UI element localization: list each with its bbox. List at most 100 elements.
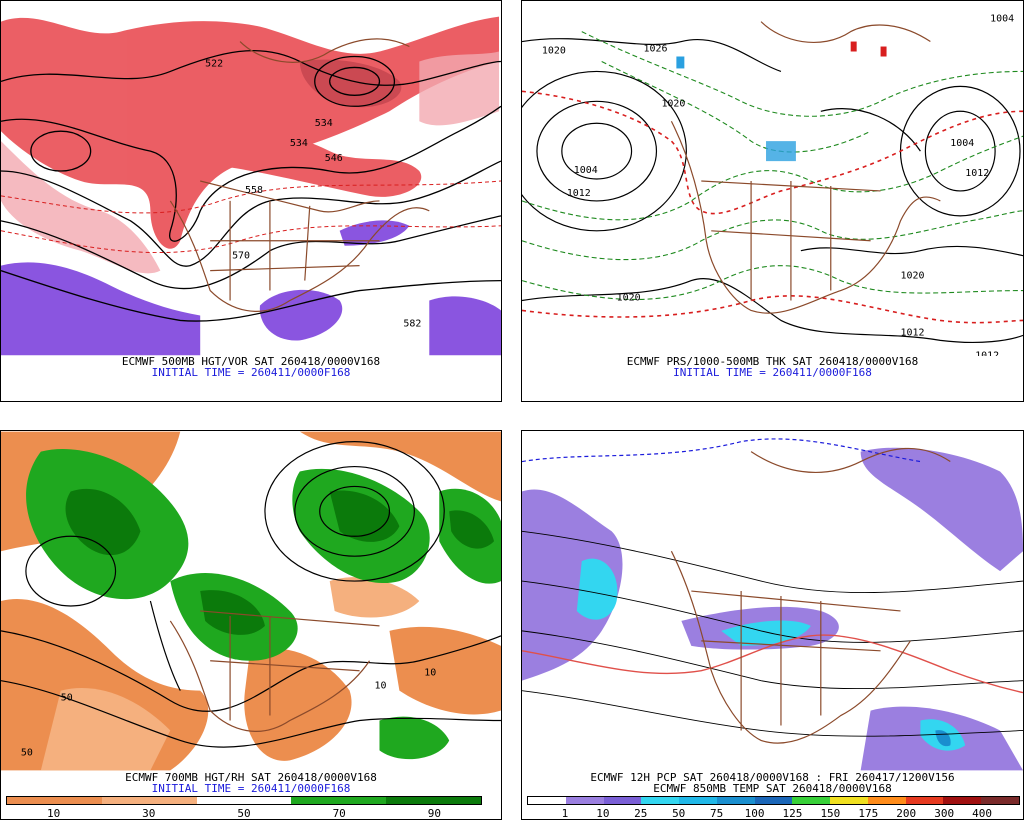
contour-label: 534 xyxy=(290,138,308,149)
isobar-label: 1004 xyxy=(574,165,598,176)
colorbar-tick-label: 10 xyxy=(596,807,610,820)
cold-contours xyxy=(522,438,921,463)
svg-text:50: 50 xyxy=(21,747,33,758)
colorbar-swatch xyxy=(54,797,102,804)
contour-label: 522 xyxy=(205,58,223,69)
rh-labels: 50 10 10 50 xyxy=(21,668,436,759)
colorbar-swatch xyxy=(830,797,868,804)
precip-map xyxy=(522,431,1023,771)
initial-time: INITIAL TIME = 260411/0000F168 xyxy=(151,782,351,795)
initial-time: INITIAL TIME = 260411/0000F168 xyxy=(673,366,872,379)
contour-label: 546 xyxy=(325,153,343,164)
colorbar-tick-label: 400 xyxy=(972,807,992,820)
colorbar-swatch xyxy=(338,797,387,804)
panel-title: ECMWF PRS/1000-500MB THK SAT 260418/0000… xyxy=(626,355,919,368)
contour-label: 570 xyxy=(232,251,250,262)
vorticity-map: 522 534 546 558 570 582 534 xyxy=(1,1,501,356)
colorbar-swatch xyxy=(433,797,482,804)
contour-label: 558 xyxy=(245,185,263,196)
svg-text:10: 10 xyxy=(375,681,387,692)
contour-label: 534 xyxy=(315,118,333,129)
colorbar-swatch xyxy=(7,797,55,804)
colorbar-tick-label: 70 xyxy=(332,807,346,820)
isobar-label: 1004 xyxy=(950,138,974,149)
svg-text:50: 50 xyxy=(61,693,73,704)
panel-700mb-height-rh: 50 10 10 50 ECMWF 700MB HGT/RH SAT 26041… xyxy=(0,430,502,820)
freezing-line xyxy=(522,634,1023,694)
low-pressure-markers xyxy=(850,41,887,57)
isobar-label: 1012 xyxy=(900,327,924,338)
colorbar-swatch xyxy=(716,797,755,804)
isobar-label: 1020 xyxy=(542,45,566,56)
isobar-labels: 1020 1026 1004 1012 1020 1020 1012 1004 … xyxy=(542,14,1014,356)
panel-500mb-height-vorticity: 522 534 546 558 570 582 534 ECMWF 500MB … xyxy=(0,0,502,402)
pressure-map: 1020 1026 1004 1012 1020 1020 1012 1004 … xyxy=(522,1,1023,356)
panel-subtitle: ECMWF 850MB TEMP SAT 260418/0000V168 xyxy=(653,782,892,795)
colorbar-tick-label: 25 xyxy=(634,807,648,820)
colorbar-swatch xyxy=(386,797,434,804)
thickness-lines xyxy=(522,31,1023,300)
colorbar-swatch xyxy=(754,797,793,804)
temp-contours xyxy=(522,530,1023,737)
colorbar-swatch xyxy=(641,797,680,804)
isobars xyxy=(522,38,1023,344)
panel-title: ECMWF 12H PCP SAT 260418/0000V168 : FRI … xyxy=(590,771,955,784)
initial-time: INITIAL TIME = 260411/0000F168 xyxy=(151,366,351,379)
colorbar-swatch xyxy=(291,797,339,804)
contour-labels: 522 534 546 558 570 582 534 xyxy=(205,58,421,329)
colorbar-swatch xyxy=(943,797,982,804)
high-pressure-markers xyxy=(676,56,796,162)
coastlines xyxy=(670,447,951,744)
coastlines xyxy=(670,21,941,314)
saturated-shading xyxy=(65,488,495,635)
colorbar-tick-label: 1 xyxy=(561,807,569,820)
colorbar-tick-label: 75 xyxy=(709,807,724,820)
colorbar-swatch xyxy=(565,797,604,804)
svg-text:10: 10 xyxy=(424,668,436,679)
colorbar-tick-label: 50 xyxy=(237,807,251,820)
freezing-thickness xyxy=(522,90,1023,324)
panel-pressure-thickness: 1020 1026 1004 1012 1020 1020 1012 1004 … xyxy=(521,0,1024,402)
colorbar-tick-label: 10 xyxy=(46,807,61,820)
rh-colorbar xyxy=(6,796,482,805)
colorbar-swatch xyxy=(679,797,717,804)
colorbar-swatch xyxy=(867,797,906,804)
height-contours xyxy=(1,50,501,322)
vorticity-light xyxy=(1,51,500,274)
colorbar-swatch xyxy=(244,797,292,804)
humidity-map: 50 10 10 50 xyxy=(1,431,501,771)
precip-colorbar xyxy=(527,796,1020,805)
colorbar-swatch xyxy=(528,797,566,804)
isobar-label: 1012 xyxy=(975,350,999,356)
colorbar-swatch xyxy=(603,797,642,804)
isobar-label: 1020 xyxy=(900,271,924,282)
negative-vorticity xyxy=(1,220,501,356)
panel-precip-850mb-temp: ECMWF 12H PCP SAT 260418/0000V168 : FRI … xyxy=(521,430,1024,820)
dashed-contours xyxy=(1,180,501,253)
panel-title: ECMWF 500MB HGT/VOR SAT 260418/0000V168 xyxy=(121,355,381,368)
colorbar-tick-label: 50 xyxy=(672,807,686,820)
moderate-shading xyxy=(40,577,420,771)
colorbar-tick-label: 125 xyxy=(782,807,803,820)
isobar-label: 1012 xyxy=(567,188,591,199)
colorbar-swatch xyxy=(149,797,197,804)
isobar-label: 1020 xyxy=(617,293,641,304)
coastlines xyxy=(169,610,380,732)
colorbar-tick-label: 200 xyxy=(896,807,917,820)
colorbar-tick-label: 30 xyxy=(142,807,156,820)
colorbar-swatch xyxy=(905,797,944,804)
isobar-label: 1020 xyxy=(661,98,685,109)
colorbar-tick-label: 100 xyxy=(744,807,765,820)
colorbar-tick-label: 175 xyxy=(858,807,879,820)
colorbar-swatch xyxy=(196,797,245,804)
coastlines xyxy=(169,38,430,312)
colorbar-tick-label: 150 xyxy=(820,807,841,820)
isobar-label: 1004 xyxy=(990,14,1014,25)
colorbar-swatch xyxy=(981,797,1019,804)
colorbar-tick-label: 300 xyxy=(934,807,955,820)
height-contours xyxy=(1,441,501,748)
isobar-label: 1012 xyxy=(965,168,989,179)
isobar-label: 1026 xyxy=(644,44,668,55)
colorbar-tick-label: 90 xyxy=(427,807,442,820)
contour-label: 582 xyxy=(403,318,421,329)
